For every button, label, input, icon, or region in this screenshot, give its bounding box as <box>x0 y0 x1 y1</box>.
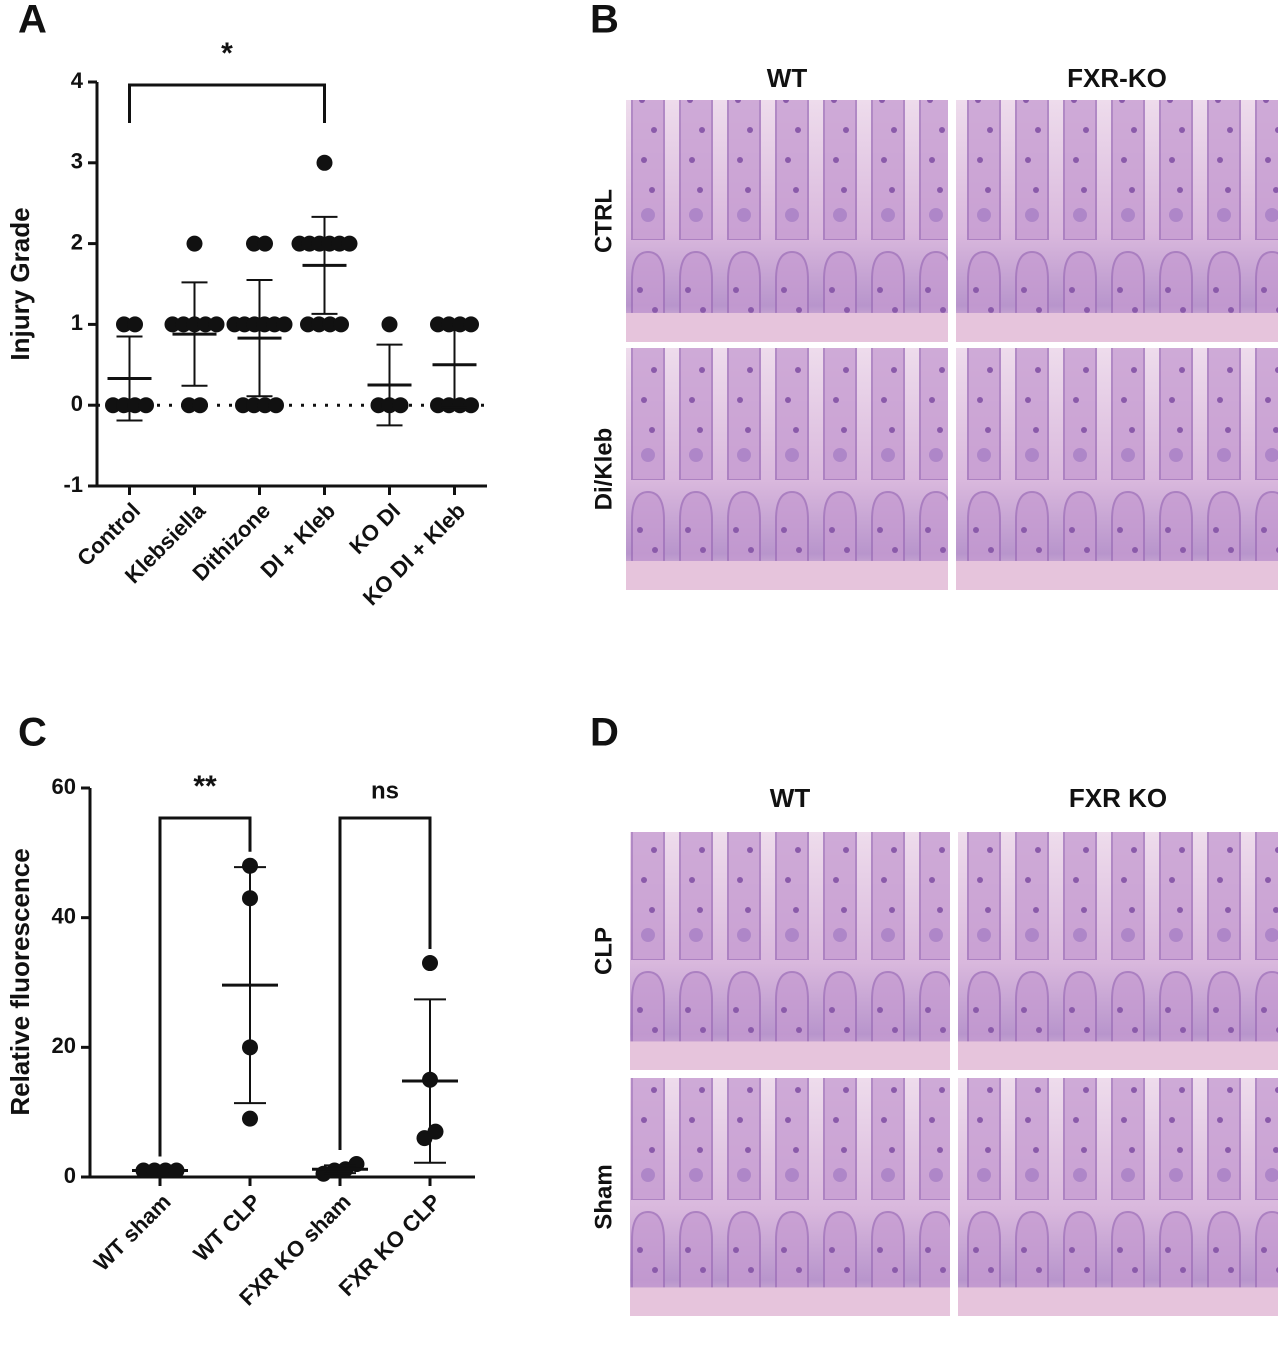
data-point <box>246 235 262 252</box>
submucosa <box>956 312 1278 342</box>
data-point <box>463 397 479 414</box>
row-label: Di/Kleb <box>590 428 617 511</box>
y-tick-label: 3 <box>71 149 83 174</box>
submucosa <box>626 312 948 342</box>
y-tick-label: 4 <box>71 68 84 93</box>
histology-texture <box>626 348 948 561</box>
significance-label: ns <box>371 777 399 804</box>
data-point <box>322 316 338 333</box>
row-label: CTRL <box>590 189 617 253</box>
data-point <box>392 397 409 414</box>
significance-bracket <box>158 816 252 1157</box>
data-point <box>186 235 203 252</box>
data-point <box>370 397 387 414</box>
y-tick-label: 20 <box>52 1033 76 1058</box>
y-tick-label: 40 <box>52 903 76 928</box>
data-point <box>116 316 132 333</box>
y-tick-label: 2 <box>71 229 83 254</box>
y-axis-label: Injury Grade <box>5 207 35 360</box>
panel-letter: D <box>590 711 619 755</box>
x-tick-label: WT sham <box>89 1189 176 1276</box>
data-point <box>381 316 398 333</box>
data-point <box>333 316 349 333</box>
data-point <box>127 316 143 333</box>
data-point <box>276 316 293 333</box>
data-point <box>257 397 273 414</box>
column-label: WT <box>767 63 808 93</box>
histology-texture <box>956 100 1278 313</box>
data-point <box>242 1110 258 1127</box>
histology-texture <box>956 348 1278 561</box>
row-label: Sham <box>590 1164 617 1229</box>
row-label: CLP <box>590 927 617 975</box>
data-point <box>105 397 121 414</box>
data-point <box>268 397 284 414</box>
data-point <box>192 397 208 414</box>
data-point <box>311 316 327 333</box>
histology-texture <box>630 832 950 1042</box>
submucosa <box>626 560 948 590</box>
data-point <box>257 235 273 252</box>
data-point <box>430 316 446 333</box>
column-label: FXR-KO <box>1067 63 1167 93</box>
y-tick-label: 0 <box>71 391 83 416</box>
data-point <box>197 316 214 333</box>
data-point <box>452 397 468 414</box>
data-point <box>127 397 143 414</box>
panel-letter: A <box>18 0 47 42</box>
y-tick-label: 60 <box>52 774 76 799</box>
data-point <box>181 397 197 414</box>
histology-texture <box>630 1078 950 1288</box>
panel-letter: C <box>18 711 47 755</box>
panel-letter: B <box>590 0 619 42</box>
data-point <box>138 397 154 414</box>
x-tick-label: KO DI <box>344 498 405 559</box>
histology-texture <box>958 1078 1278 1288</box>
data-point <box>422 955 438 972</box>
significance-bracket <box>128 83 326 123</box>
data-point <box>208 316 225 333</box>
column-label: WT <box>770 783 811 813</box>
data-point <box>441 397 457 414</box>
x-tick-label: WT CLP <box>188 1189 265 1266</box>
data-point <box>235 397 251 414</box>
y-tick-label: 1 <box>71 310 83 335</box>
data-point <box>175 316 192 333</box>
significance-label: * <box>221 37 233 70</box>
submucosa <box>630 1041 950 1070</box>
y-tick-label: -1 <box>63 472 83 497</box>
data-point <box>452 316 468 333</box>
data-point <box>300 316 316 333</box>
data-point <box>246 397 262 414</box>
data-point <box>463 316 479 333</box>
data-point <box>441 316 457 333</box>
y-tick-label: 0 <box>64 1163 76 1188</box>
submucosa <box>958 1041 1278 1070</box>
y-axis-label: Relative fluorescence <box>5 848 35 1115</box>
significance-label: ** <box>193 770 217 803</box>
histology-texture <box>626 100 948 313</box>
data-point <box>427 1123 444 1140</box>
data-point <box>164 316 181 333</box>
data-point <box>116 397 132 414</box>
submucosa <box>956 560 1278 590</box>
histology-texture <box>958 832 1278 1042</box>
significance-bracket <box>338 816 432 1151</box>
data-point <box>242 857 258 874</box>
data-point <box>430 397 446 414</box>
submucosa <box>958 1287 1278 1316</box>
data-point <box>341 235 358 252</box>
data-point <box>316 154 333 171</box>
submucosa <box>630 1287 950 1316</box>
column-label: FXR KO <box>1069 783 1167 813</box>
